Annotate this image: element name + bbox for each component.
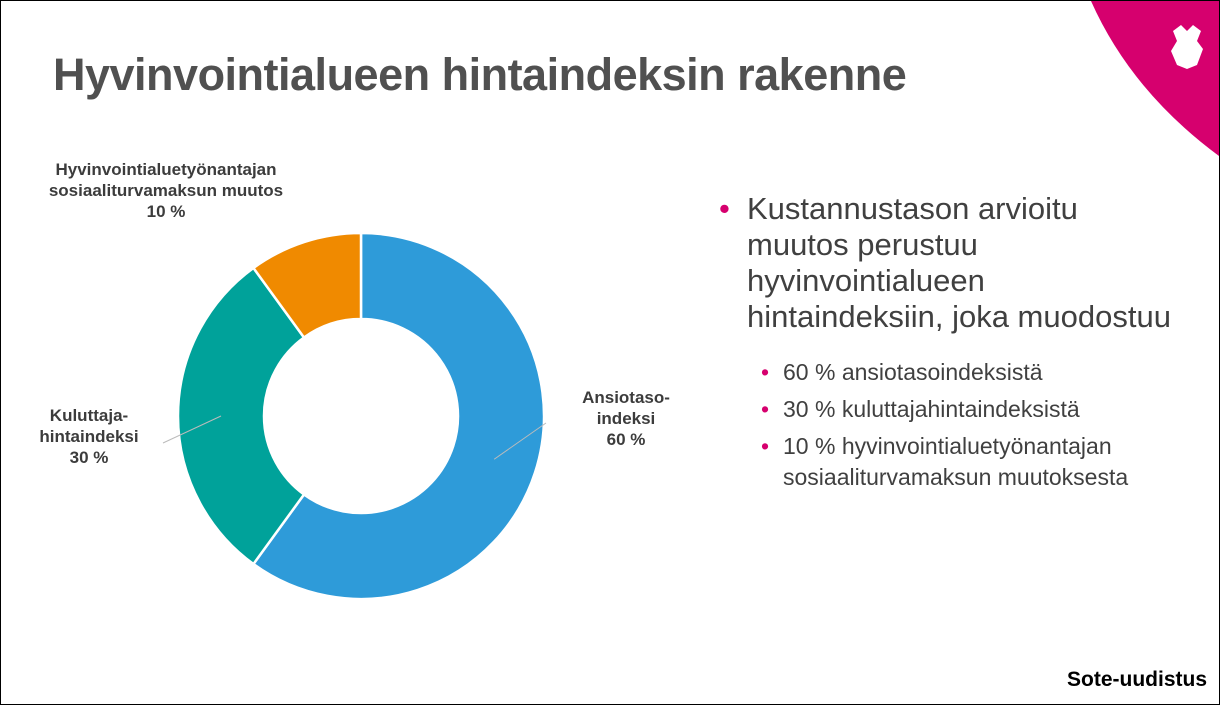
sub-bullet: • 30 % kuluttajahintaindeksistä: [761, 394, 1201, 425]
bullet-line: Kustannustason arvioitu: [747, 191, 1078, 226]
sub-bullet-text: 10 % hyvinvointialuetyönantajan sosiaali…: [783, 433, 1129, 490]
donut-slice: [176, 266, 306, 566]
data-label: Kuluttaja-hintaindeksi 30 %: [19, 405, 159, 468]
value-label: 60 %: [606, 430, 646, 449]
slide-title: Hyvinvointialueen hintaindeksin rakenne: [53, 49, 907, 100]
bullet-line: muutos perustuu: [747, 227, 978, 262]
bullet-dot: •: [719, 191, 730, 226]
bullet: • Kustannustason arvioitu muutos perustuu h…: [719, 191, 1171, 335]
bullet-dot: •: [761, 433, 770, 459]
category-label: Kuluttaja-hintaindeksi: [39, 406, 139, 446]
leader-line: [493, 422, 547, 460]
coat-of-arms: [1171, 25, 1203, 69]
category-label: Ansiotaso-indeksi: [582, 388, 670, 428]
bullet-line: hyvinvointialueen: [747, 263, 985, 298]
bullet-dot: •: [761, 396, 770, 422]
value-label: 10 %: [146, 202, 186, 221]
sub-bullet-text: 60 % ansiotasoindeksistä: [783, 359, 1043, 385]
donut: [162, 231, 547, 601]
sub-bullet: • 60 % ansiotasoindeksistä: [761, 357, 1201, 388]
sub-bullet: • 10 % hyvinvointialuetyönantajan sosiaal…: [761, 431, 1201, 493]
donut-slice: [251, 231, 363, 340]
sub-bullet-text: 30 % kuluttajahintaindeksistä: [783, 396, 1080, 422]
bullet-dot: •: [761, 359, 770, 385]
value-label: 30 %: [69, 448, 109, 467]
leader-line: [162, 415, 222, 444]
data-label: Ansiotaso-indeksi 60 %: [556, 387, 696, 450]
donut-slice: [251, 231, 546, 601]
sub-bullets: • 60 % ansiotasoindeksistä • 30 % kuluttaja…: [761, 357, 1201, 499]
category-label: Hyvinvointialuetyönantajan sosiaaliturva…: [48, 160, 284, 200]
bullet-line: hintaindeksiin, joka muodostuu: [747, 299, 1171, 334]
data-label: Hyvinvointialuetyönantajan sosiaaliturva…: [16, 159, 316, 222]
footer: Sote-uudistus: [1067, 668, 1207, 691]
corner-decoration: [1091, 1, 1219, 156]
bullet-text: Kustannustason arvioitu muutos perustuu hy…: [747, 191, 1171, 335]
